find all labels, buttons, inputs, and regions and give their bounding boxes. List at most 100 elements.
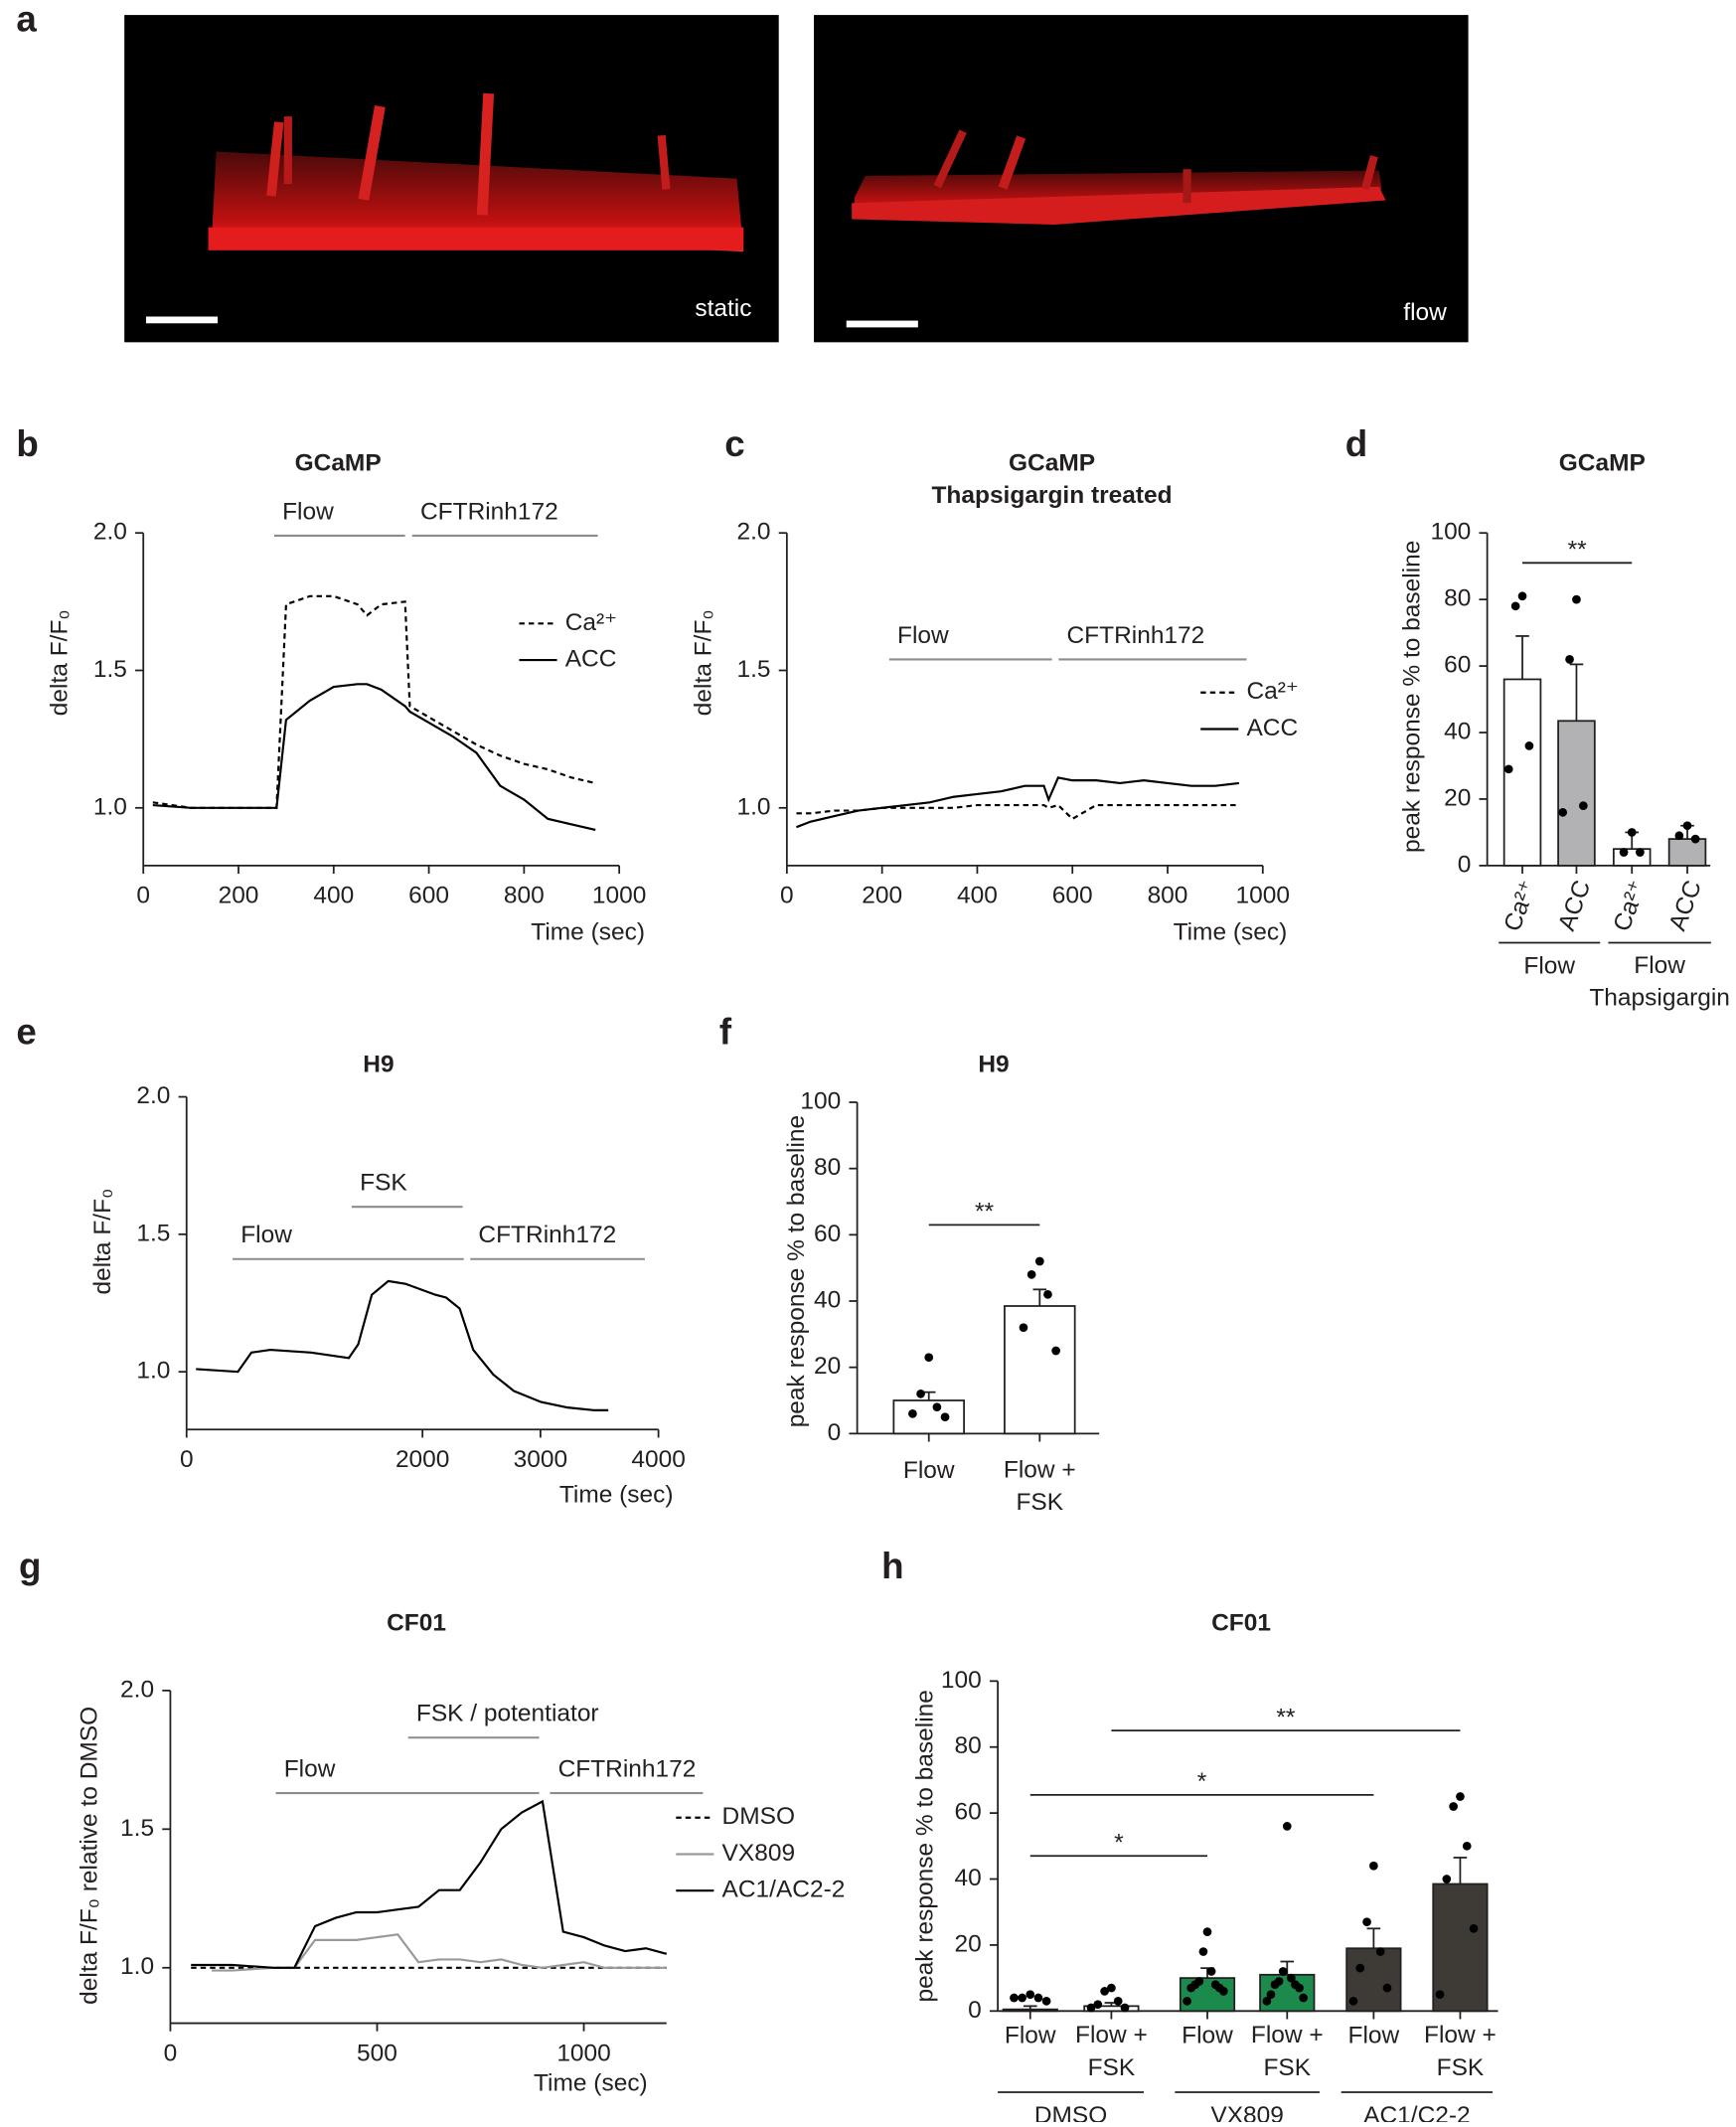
image-label: static	[695, 295, 751, 322]
y-tick-label: 20	[1444, 784, 1471, 811]
y-tick-label: 1.5	[736, 656, 770, 683]
line-series	[191, 1799, 668, 1969]
data-point	[1183, 1997, 1191, 2006]
category-label: Ca²⁺	[1499, 877, 1542, 934]
chart: d GCaMP peak response % to baseline 0 20 40 60…	[1345, 423, 1730, 1012]
x-tick-label: 0	[180, 1446, 194, 1473]
category-label: ACC	[1664, 877, 1707, 934]
data-point	[940, 1412, 950, 1422]
x-tick-label: 400	[957, 883, 998, 909]
y-tick-label: 20	[955, 1930, 982, 1957]
data-point	[1282, 1822, 1292, 1831]
y-tick-label: 1.5	[120, 1815, 154, 1842]
data-point	[1435, 1990, 1445, 2000]
category-label: Flow + FSK	[1251, 2023, 1324, 2082]
y-tick-label: 1.0	[736, 793, 770, 820]
x-tick-label: 4000	[631, 1446, 685, 1473]
data-point	[1299, 1993, 1308, 2003]
category-label: Flow + FSK	[1075, 2023, 1148, 2082]
panel-label: c	[724, 423, 744, 464]
category-label: ACC	[1553, 877, 1596, 934]
annotation-label: FSK	[360, 1170, 407, 1197]
x-tick-label: 1000	[556, 2040, 610, 2066]
data-point	[1295, 1983, 1304, 1993]
chart: c GCaMP Thapsigargin treated delta F/F₀ 1.0 1…	[690, 423, 1299, 946]
x-tick-label: 0	[136, 883, 150, 909]
data-point	[1627, 828, 1637, 837]
panel-label: b	[16, 423, 38, 464]
category-label: Flow + FSK	[1424, 2023, 1497, 2082]
data-point	[1262, 1997, 1272, 2006]
line-series	[196, 1279, 609, 1411]
data-point	[1120, 2003, 1130, 2013]
data-point	[1218, 1987, 1228, 1996]
x-tick-label: 0	[164, 2040, 178, 2066]
panel-label: g	[19, 1546, 41, 1586]
line-series	[152, 594, 596, 809]
y-tick-label: 100	[941, 1667, 982, 1694]
group-label: Flow	[1523, 952, 1575, 979]
x-tick-label: 2000	[395, 1446, 449, 1473]
data-point	[1270, 1980, 1280, 1990]
y-tick-label: 40	[814, 1286, 841, 1313]
data-point	[1690, 834, 1700, 844]
image-label: flow	[1403, 299, 1447, 326]
data-point	[1100, 1987, 1109, 1996]
data-point	[1107, 1983, 1116, 1993]
chart-title: CF01	[387, 1610, 446, 1637]
y-tick-label: 2.0	[93, 519, 127, 546]
bar	[1557, 720, 1596, 867]
x-tick-label: 0	[780, 883, 794, 909]
legend-label: DMSO	[722, 1803, 795, 1830]
legend-label: Ca²⁺	[1246, 678, 1298, 705]
group-label: DMSO	[1034, 2102, 1107, 2122]
significance-label: **	[1568, 537, 1588, 564]
data-point	[1051, 1346, 1060, 1356]
data-point	[1382, 1983, 1392, 1993]
bar	[1612, 848, 1652, 867]
micrograph-flow: flow	[814, 15, 1469, 343]
category-label: Flow	[1005, 2023, 1056, 2049]
data-point	[1682, 821, 1692, 831]
data-point	[1278, 1967, 1288, 1976]
chart: h CF01 peak response % to baseline 0 20 40 60 8…	[881, 1546, 1499, 2127]
x-tick-label: 400	[313, 883, 354, 909]
legend-label: AC1/AC2-2	[722, 1877, 846, 1903]
y-tick-label: 80	[1444, 585, 1471, 612]
data-point	[1202, 1927, 1212, 1936]
data-point	[1018, 1993, 1026, 2003]
y-tick-label: 2.0	[736, 519, 770, 546]
y-tick-label: 0	[968, 1997, 982, 2024]
data-point	[1362, 1917, 1371, 1927]
data-point	[1636, 848, 1645, 857]
data-point	[1449, 1802, 1458, 1811]
data-point	[1572, 594, 1581, 604]
y-tick-label: 1.0	[93, 793, 127, 820]
data-point	[1578, 801, 1588, 811]
bar	[1667, 838, 1707, 867]
y-tick-label: 20	[814, 1353, 841, 1380]
y-axis-label: peak response % to baseline	[911, 1690, 938, 2002]
x-axis-label: Time (sec)	[534, 2069, 648, 2096]
y-tick-label: 2.0	[136, 1082, 170, 1109]
line-series	[796, 803, 1239, 821]
annotation-label: CFTRinh172	[420, 498, 558, 525]
category-label: Flow	[1182, 2023, 1233, 2049]
annotation-label: CFTRinh172	[1066, 622, 1204, 649]
category-label: Flow	[1348, 2023, 1400, 2049]
data-point	[1348, 1997, 1358, 2006]
data-point	[1469, 1923, 1479, 1933]
data-point	[1113, 1997, 1123, 2006]
bar	[1432, 1882, 1489, 2013]
chart: e H9 delta F/F₀ 1.0 1.5 2.0 Time (sec) 0 2000 300…	[16, 1012, 686, 1509]
data-point	[1041, 1997, 1051, 2006]
data-point	[1462, 1841, 1472, 1851]
y-tick-label: 60	[955, 1799, 982, 1826]
category-label: Flow + FSK	[1004, 1457, 1076, 1517]
bar	[1002, 2008, 1058, 2013]
line-series	[796, 776, 1239, 829]
significance-label: *	[1197, 1768, 1207, 1795]
data-point	[1355, 1963, 1365, 1973]
data-point	[1503, 764, 1513, 774]
